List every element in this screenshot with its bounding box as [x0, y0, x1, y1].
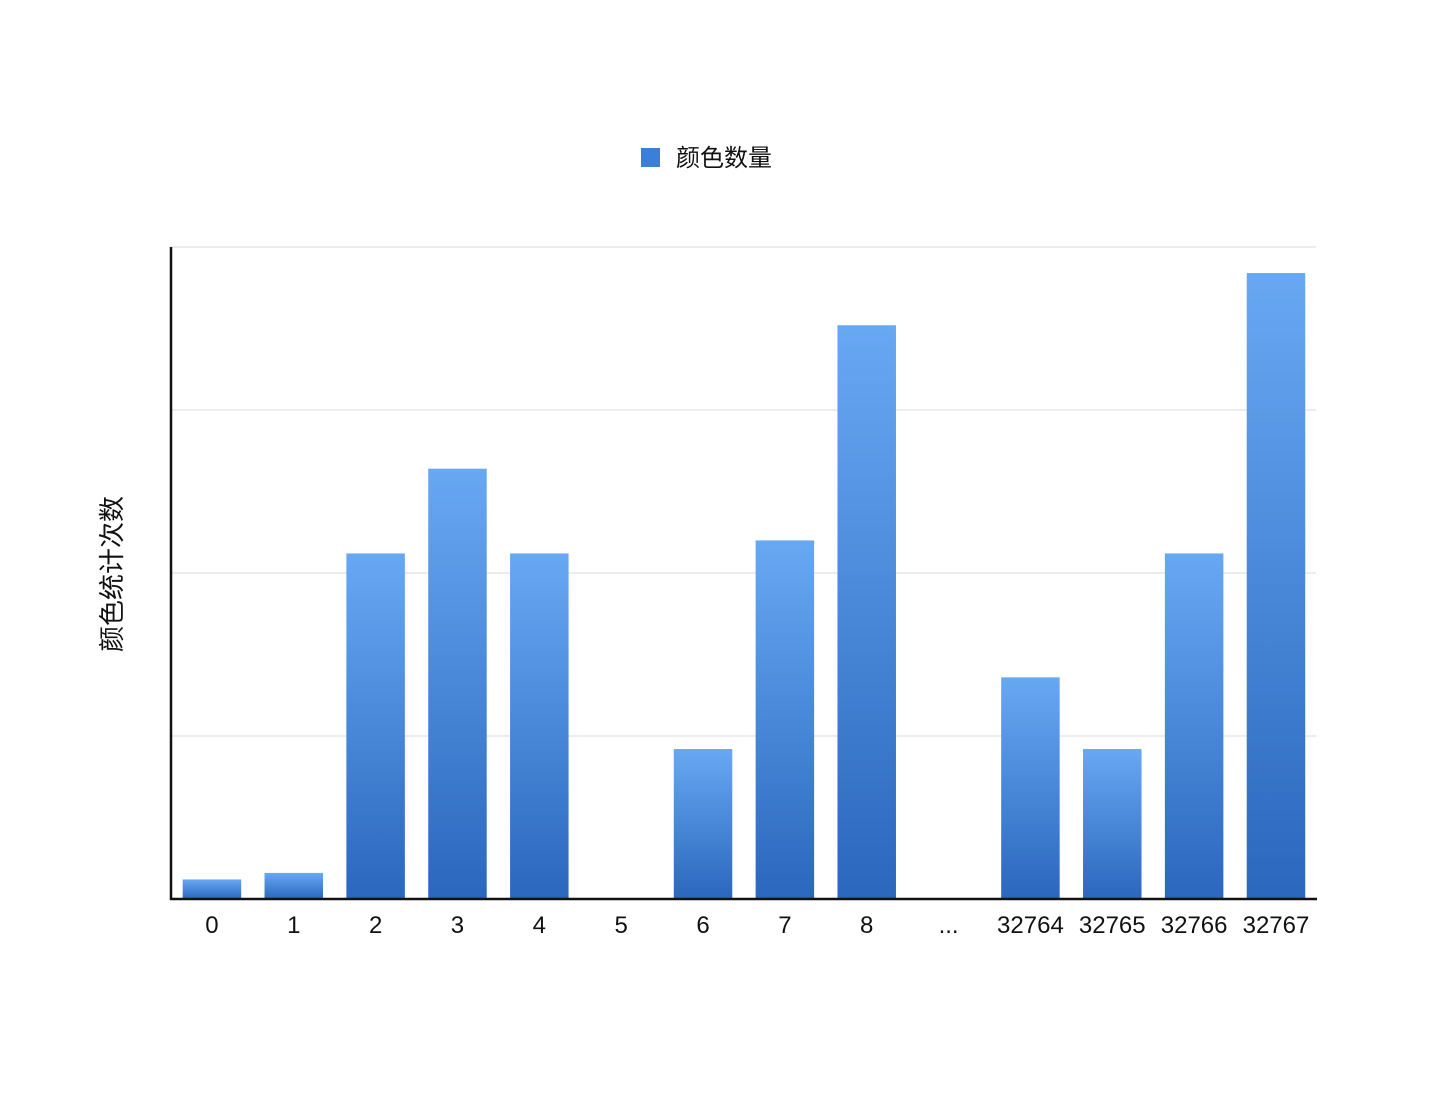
x-tick-label: 0	[205, 912, 218, 939]
bar-4	[510, 553, 569, 899]
bar-7	[755, 540, 815, 899]
x-tick-label: 32764	[997, 912, 1064, 939]
bar-32767	[1246, 273, 1306, 900]
bars	[182, 273, 1306, 900]
x-tick-label: 8	[860, 912, 873, 939]
bar-2	[346, 553, 405, 899]
x-tick-label: 32766	[1161, 912, 1228, 939]
legend: 颜色数量	[641, 144, 772, 172]
bar-0	[182, 879, 242, 899]
bar-32765	[1083, 749, 1142, 899]
legend-label: 颜色数量	[676, 144, 772, 172]
bar-32766	[1164, 553, 1224, 899]
x-tick-label: 2	[369, 912, 382, 939]
x-tick-label: ...	[939, 912, 959, 939]
bar-32764	[1001, 677, 1060, 899]
x-tick-labels: 0 1 2 3 4 5 6 7 8... 32764 32765 32766 32767	[205, 912, 1309, 939]
bar-8	[837, 325, 896, 899]
x-tick-label: 1	[287, 912, 300, 939]
y-axis-title: 颜色统计次数	[98, 496, 128, 652]
x-tick-label: 6	[696, 912, 709, 939]
x-tick-label: 3	[451, 912, 464, 939]
x-tick-label: 32767	[1243, 912, 1310, 939]
bar-6	[673, 749, 733, 899]
axes	[169, 247, 1317, 901]
x-tick-label: 32765	[1079, 912, 1146, 939]
bar-3	[428, 468, 487, 899]
x-tick-label: 4	[533, 912, 546, 939]
gridlines	[171, 246, 1316, 737]
bar-1	[264, 872, 324, 899]
x-tick-label: 7	[778, 912, 791, 939]
legend-swatch	[641, 148, 660, 167]
x-tick-label: 5	[614, 912, 627, 939]
